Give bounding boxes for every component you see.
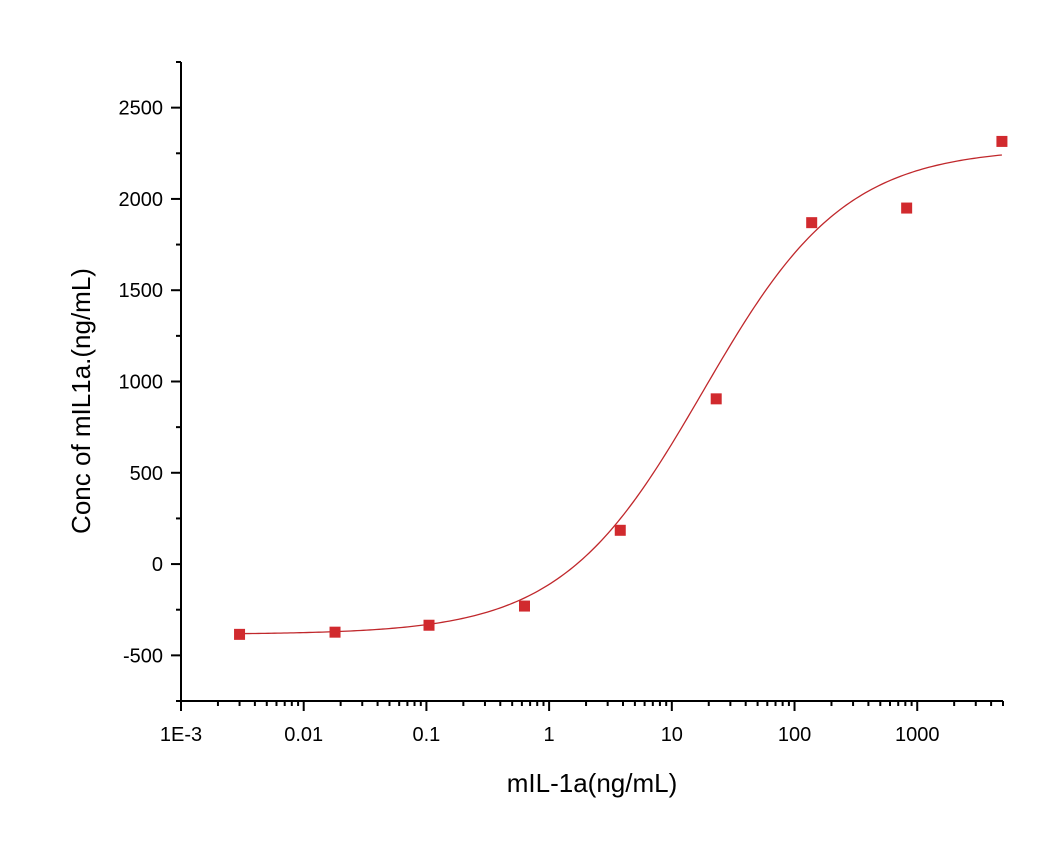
x-tick-label: 1000 — [895, 724, 940, 746]
y-tick-label: 2000 — [119, 189, 164, 211]
y-axis-title: Conc of mIL1a.(ng/mL) — [66, 268, 96, 534]
y-tick-label: 1000 — [119, 372, 164, 394]
y-axis-ticks — [171, 61, 181, 702]
x-axis-title: mIL-1a(ng/mL) — [507, 768, 678, 798]
data-point — [901, 202, 913, 214]
data-point — [518, 600, 530, 612]
data-point — [806, 217, 818, 229]
x-axis-ticks — [180, 701, 1004, 711]
y-tick-label: 2500 — [119, 98, 164, 120]
data-point — [329, 626, 341, 638]
x-tick-label: 1 — [544, 724, 555, 746]
data-point — [234, 628, 246, 640]
fit-curve — [239, 154, 1002, 635]
y-tick-label: 500 — [130, 463, 163, 485]
data-point — [614, 524, 626, 536]
data-points — [234, 135, 1008, 640]
x-tick-label: 100 — [778, 724, 811, 746]
data-point — [996, 135, 1008, 147]
data-point — [710, 393, 722, 405]
y-tick-label: -500 — [123, 645, 163, 667]
y-tick-label: 1500 — [119, 280, 164, 302]
y-axis-tick-labels: -500 0 500 1000 1500 2000 2500 — [119, 98, 164, 668]
x-axis-tick-labels: 1E-3 0.01 0.1 1 10 100 1000 — [160, 724, 940, 746]
x-tick-label: 10 — [661, 724, 683, 746]
x-tick-label: 0.1 — [413, 724, 441, 746]
x-tick-label: 0.01 — [284, 724, 323, 746]
y-tick-label: 0 — [152, 554, 163, 576]
data-point — [423, 619, 435, 631]
x-tick-label: 1E-3 — [160, 724, 202, 746]
